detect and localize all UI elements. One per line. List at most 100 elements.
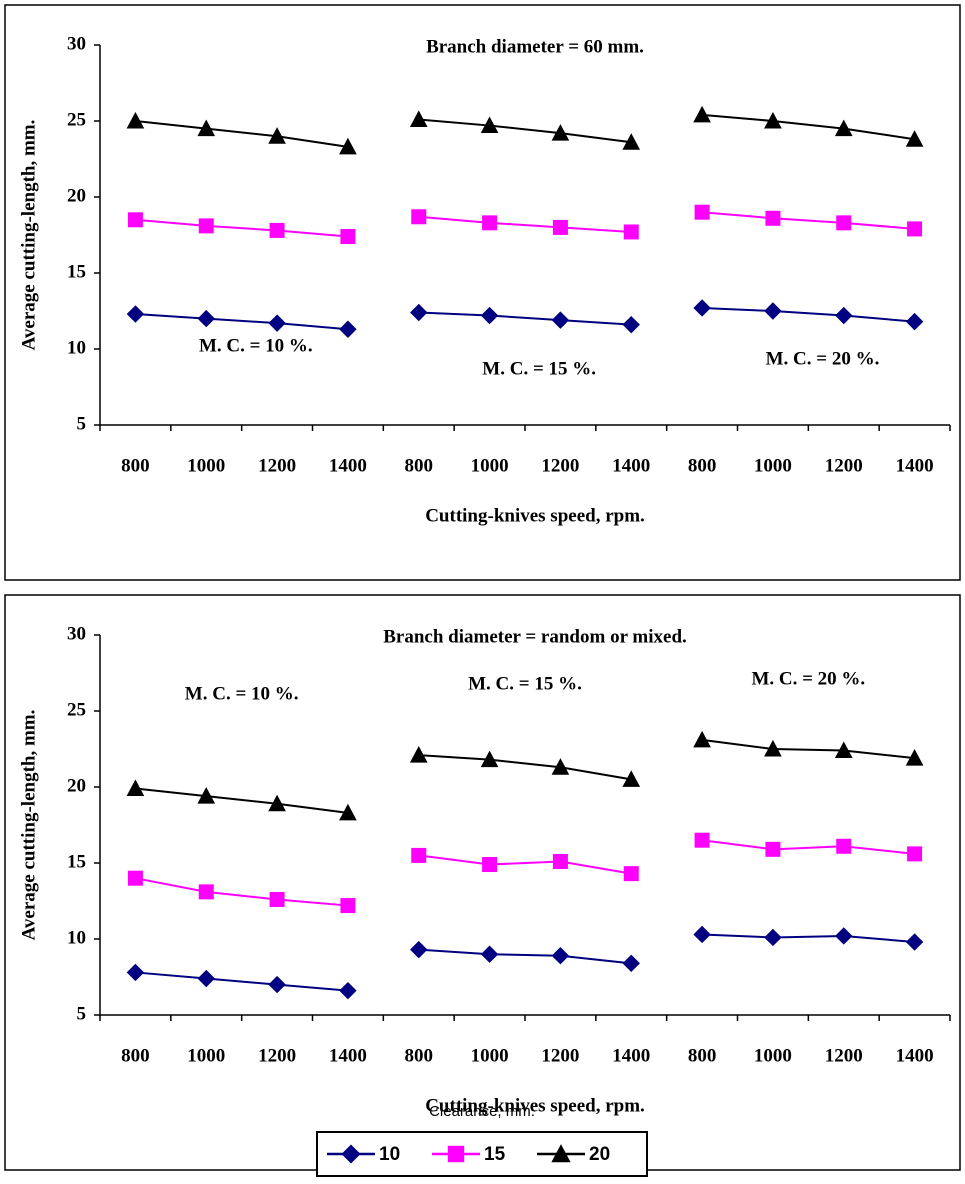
x-tick-label: 800 bbox=[405, 1045, 434, 1066]
series-line bbox=[701, 113, 915, 141]
marker-triangle bbox=[693, 105, 711, 123]
marker-triangle bbox=[551, 124, 570, 141]
x-tick-label: 800 bbox=[688, 1045, 717, 1066]
marker-square bbox=[411, 209, 427, 225]
marker-triangle bbox=[834, 119, 853, 137]
marker-diamond bbox=[339, 320, 357, 338]
marker-triangle bbox=[409, 746, 428, 763]
marker-triangle bbox=[764, 739, 782, 757]
x-tick-label: 1000 bbox=[754, 455, 792, 476]
series-line bbox=[701, 839, 915, 855]
y-tick-label: 15 bbox=[67, 261, 86, 282]
marker-diamond bbox=[268, 314, 286, 332]
x-axis-label: Cutting-knives speed, rpm. bbox=[425, 505, 645, 526]
marker-diamond bbox=[268, 975, 286, 994]
legend-title: Clearance, mm. bbox=[429, 1103, 535, 1120]
x-tick-label: 1200 bbox=[541, 455, 579, 476]
marker-square bbox=[765, 841, 781, 857]
marker-diamond bbox=[905, 312, 924, 331]
marker-triangle bbox=[551, 758, 570, 775]
marker-square bbox=[482, 215, 498, 231]
marker-diamond bbox=[622, 954, 640, 973]
y-tick-label: 5 bbox=[77, 413, 87, 434]
series-line bbox=[135, 120, 349, 148]
series-line bbox=[418, 754, 632, 781]
marker-diamond bbox=[341, 1144, 361, 1164]
marker-diamond bbox=[410, 303, 428, 322]
marker-square bbox=[836, 838, 852, 854]
x-tick-label: 1000 bbox=[471, 1045, 509, 1066]
x-tick-label: 1000 bbox=[187, 1045, 225, 1066]
annotation: M. C. = 20 %. bbox=[766, 348, 880, 369]
series-line bbox=[135, 971, 349, 992]
marker-triangle bbox=[480, 116, 499, 134]
marker-triangle bbox=[622, 770, 641, 787]
marker-square bbox=[623, 224, 639, 240]
x-tick-label: 800 bbox=[405, 455, 434, 476]
marker-square bbox=[765, 210, 781, 226]
series-line bbox=[418, 215, 632, 233]
marker-diamond bbox=[693, 925, 711, 944]
marker-diamond bbox=[622, 315, 640, 334]
x-tick-label: 1000 bbox=[187, 455, 225, 476]
marker-square bbox=[127, 212, 143, 228]
marker-diamond bbox=[835, 306, 853, 325]
marker-diamond bbox=[835, 927, 853, 945]
x-tick-label: 1400 bbox=[329, 455, 367, 476]
chart-title: Branch diameter = 60 mm. bbox=[426, 36, 644, 57]
marker-diamond bbox=[480, 306, 499, 325]
y-tick-label: 25 bbox=[67, 109, 86, 130]
panel-border bbox=[4, 4, 961, 581]
marker-diamond bbox=[339, 981, 357, 1000]
marker-triangle bbox=[126, 111, 145, 129]
marker-square bbox=[907, 221, 923, 237]
marker-square bbox=[198, 218, 214, 234]
y-tick-label: 15 bbox=[67, 851, 86, 872]
marker-diamond bbox=[764, 928, 782, 947]
marker-diamond bbox=[905, 933, 924, 951]
annotation: M. C. = 15 %. bbox=[482, 358, 596, 379]
marker-triangle bbox=[268, 127, 286, 144]
marker-square bbox=[269, 891, 285, 907]
marker-triangle bbox=[905, 130, 924, 147]
series-line bbox=[701, 738, 915, 760]
marker-square bbox=[694, 204, 710, 220]
x-tick-label: 800 bbox=[121, 1045, 150, 1066]
series-line bbox=[418, 854, 632, 875]
marker-triangle bbox=[764, 111, 782, 129]
y-tick-label: 10 bbox=[67, 337, 86, 358]
series-line bbox=[702, 306, 915, 323]
y-tick-label: 10 bbox=[67, 927, 86, 948]
x-tick-label: 1000 bbox=[471, 455, 509, 476]
annotation: M. C. = 10 %. bbox=[199, 335, 313, 356]
marker-diamond bbox=[551, 311, 570, 329]
marker-square bbox=[907, 846, 923, 862]
marker-triangle bbox=[197, 787, 216, 804]
marker-square bbox=[447, 1145, 465, 1163]
marker-triangle bbox=[480, 750, 499, 768]
annotation: M. C. = 10 %. bbox=[185, 683, 299, 704]
x-tick-label: 1400 bbox=[896, 1045, 934, 1066]
series-line bbox=[135, 787, 349, 814]
marker-diamond bbox=[197, 309, 215, 328]
y-tick-label: 30 bbox=[67, 33, 86, 54]
marker-square bbox=[411, 847, 427, 863]
marker-square bbox=[482, 857, 498, 873]
y-axis-label: Average cutting-length, mm. bbox=[18, 710, 39, 941]
x-tick-label: 1200 bbox=[258, 455, 296, 476]
marker-triangle bbox=[339, 803, 357, 821]
series-line bbox=[135, 313, 349, 331]
marker-diamond bbox=[693, 299, 711, 317]
annotation: M. C. = 15 %. bbox=[468, 673, 582, 694]
marker-triangle bbox=[339, 137, 357, 155]
marker-diamond bbox=[197, 969, 215, 988]
chart-title: Branch diameter = random or mixed. bbox=[383, 626, 687, 647]
marker-square bbox=[694, 832, 710, 848]
marker-triangle bbox=[622, 133, 641, 150]
marker-square bbox=[340, 898, 356, 914]
marker-triangle bbox=[126, 779, 145, 797]
marker-square bbox=[340, 229, 356, 245]
marker-square bbox=[552, 219, 568, 235]
x-tick-label: 800 bbox=[121, 455, 150, 476]
